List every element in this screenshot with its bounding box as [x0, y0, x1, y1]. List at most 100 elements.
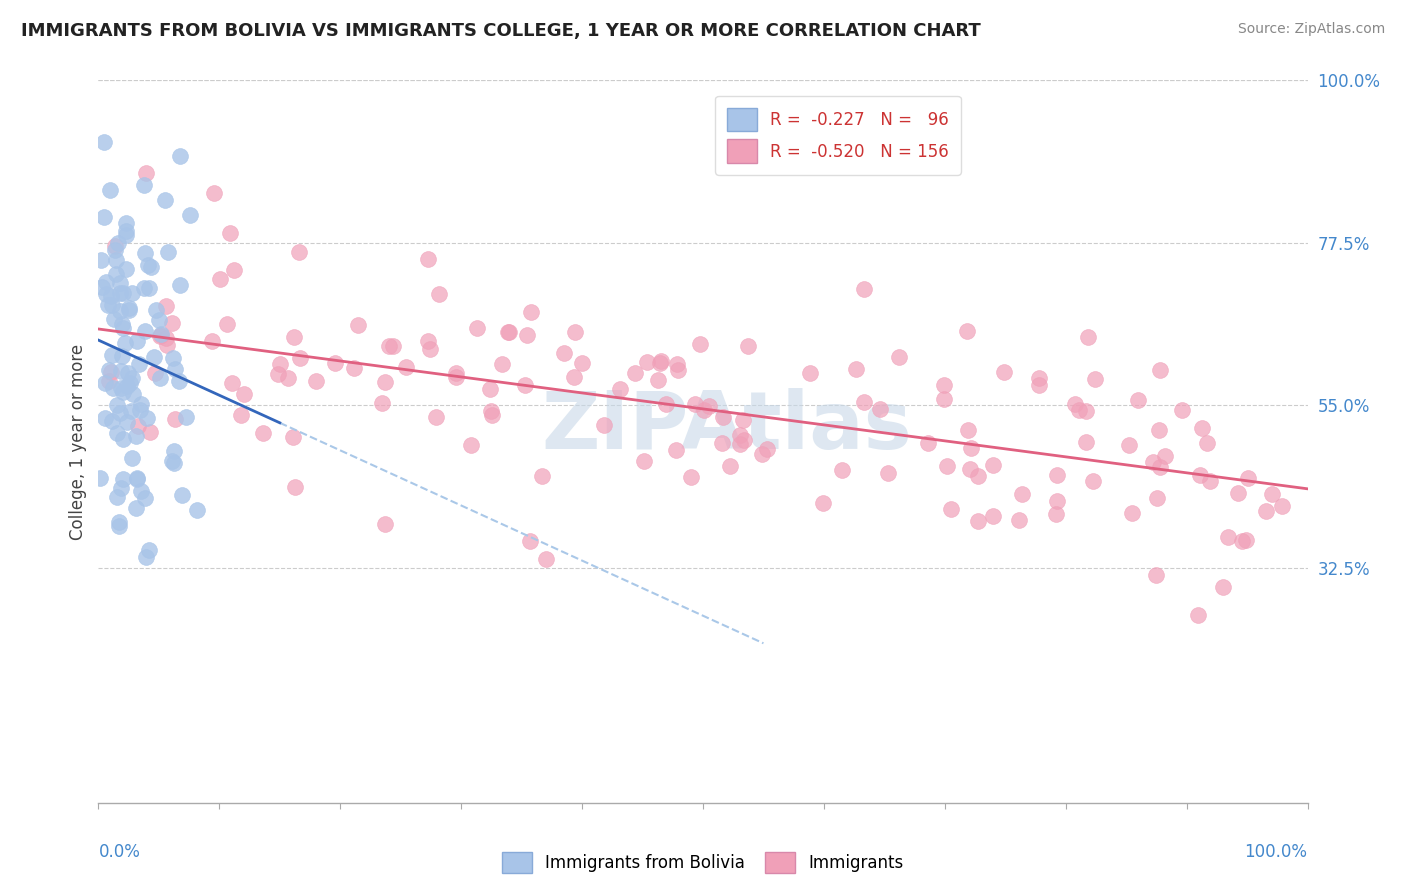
- Point: [733, 434, 755, 448]
- Point: [1084, 372, 1107, 386]
- Point: [97, 298, 120, 312]
- Point: [283, 330, 305, 344]
- Point: [679, 470, 702, 484]
- Point: [831, 463, 853, 477]
- Point: [138, 281, 160, 295]
- Point: [934, 392, 956, 406]
- Point: [553, 346, 575, 360]
- Point: [149, 328, 172, 343]
- Point: [162, 351, 184, 365]
- Point: [107, 235, 129, 250]
- Point: [110, 381, 132, 395]
- Point: [737, 338, 759, 352]
- Point: [156, 338, 179, 352]
- Point: [111, 384, 134, 399]
- Point: [148, 313, 170, 327]
- Point: [122, 387, 145, 401]
- Point: [143, 367, 166, 381]
- Point: [666, 357, 689, 371]
- Point: [169, 278, 191, 293]
- Point: [89, 471, 111, 485]
- Point: [418, 334, 440, 348]
- Point: [128, 357, 150, 371]
- Point: [100, 348, 122, 362]
- Point: [845, 362, 868, 376]
- Point: [98, 183, 121, 197]
- Point: [395, 359, 418, 374]
- Point: [755, 442, 778, 456]
- Point: [877, 466, 900, 480]
- Point: [710, 435, 733, 450]
- Point: [138, 258, 160, 272]
- Point: [689, 337, 711, 351]
- Point: [1234, 533, 1257, 547]
- Point: [105, 426, 128, 441]
- Text: ZIPAtlas: ZIPAtlas: [541, 388, 912, 467]
- Point: [149, 371, 172, 385]
- Point: [156, 245, 179, 260]
- Point: [427, 286, 450, 301]
- Point: [957, 423, 980, 437]
- Point: [1121, 506, 1143, 520]
- Point: [125, 472, 148, 486]
- Point: [593, 417, 616, 432]
- Point: [127, 334, 149, 348]
- Point: [115, 415, 138, 429]
- Point: [114, 228, 136, 243]
- Point: [419, 342, 441, 356]
- Point: [107, 518, 129, 533]
- Point: [96, 275, 118, 289]
- Point: [1077, 330, 1099, 344]
- Point: [108, 516, 131, 530]
- Point: [108, 276, 131, 290]
- Point: [114, 336, 136, 351]
- Point: [155, 331, 177, 345]
- Point: [623, 366, 645, 380]
- Point: [134, 491, 156, 505]
- Point: [163, 412, 186, 426]
- Point: [728, 427, 751, 442]
- Point: [117, 367, 139, 381]
- Point: [1045, 508, 1067, 522]
- Point: [233, 387, 256, 401]
- Point: [343, 361, 366, 376]
- Point: [129, 397, 152, 411]
- Point: [1063, 397, 1085, 411]
- Point: [179, 208, 201, 222]
- Point: [118, 376, 141, 390]
- Point: [683, 396, 706, 410]
- Point: [1083, 474, 1105, 488]
- Point: [1195, 436, 1218, 450]
- Point: [267, 368, 290, 382]
- Point: [571, 356, 593, 370]
- Point: [135, 166, 157, 180]
- Point: [655, 397, 678, 411]
- Point: [1144, 567, 1167, 582]
- Point: [160, 316, 183, 330]
- Point: [208, 271, 231, 285]
- Point: [564, 325, 586, 339]
- Point: [132, 178, 155, 192]
- Point: [93, 376, 115, 390]
- Point: [107, 490, 129, 504]
- Point: [135, 411, 157, 425]
- Point: [665, 442, 688, 457]
- Point: [1076, 404, 1098, 418]
- Point: [101, 414, 124, 428]
- Legend: Immigrants from Bolivia, Immigrants: Immigrants from Bolivia, Immigrants: [495, 846, 911, 880]
- Point: [176, 409, 198, 424]
- Point: [1191, 420, 1213, 434]
- Point: [132, 281, 155, 295]
- Point: [90, 253, 112, 268]
- Text: Source: ZipAtlas.com: Source: ZipAtlas.com: [1237, 22, 1385, 37]
- Point: [134, 324, 156, 338]
- Point: [129, 483, 152, 498]
- Point: [170, 488, 193, 502]
- Point: [108, 303, 131, 318]
- Point: [564, 370, 586, 384]
- Point: [186, 503, 208, 517]
- Point: [491, 357, 513, 371]
- Point: [981, 458, 1004, 472]
- Point: [169, 149, 191, 163]
- Point: [221, 376, 243, 390]
